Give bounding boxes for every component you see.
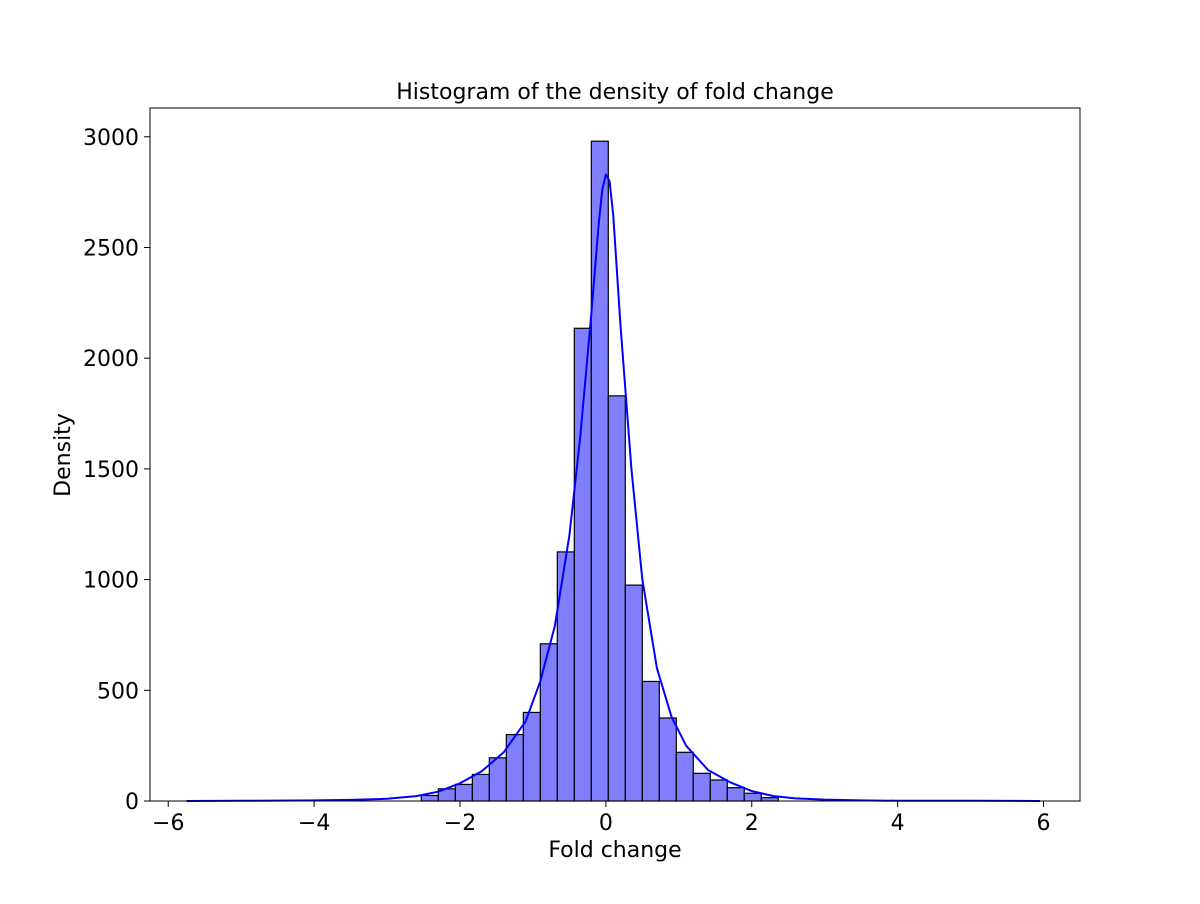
histogram-bar-2	[454, 783, 473, 802]
x-axis: −6 −4 −2 0 2 4 6	[152, 801, 1051, 836]
x-tick-label: 0	[599, 811, 613, 836]
histogram-bar-14	[658, 717, 677, 802]
y-tick-label: 1500	[83, 458, 139, 483]
y-tick-label: 3000	[83, 126, 139, 151]
y-axis: 0 500 1000 1500 2000 2500 3000	[83, 126, 150, 815]
histogram-bar-10	[590, 140, 609, 802]
bars-layer	[420, 140, 779, 802]
histogram-bar-7	[539, 643, 558, 802]
histogram-bar-6	[522, 711, 541, 802]
y-tick-label: 2000	[83, 347, 139, 372]
x-axis-label: Fold change	[548, 838, 681, 863]
histogram-bar-3	[471, 773, 490, 802]
x-tick-label: −6	[152, 811, 184, 836]
x-tick-label: 2	[745, 811, 759, 836]
histogram-bar-19	[743, 792, 762, 802]
y-tick-label: 2500	[83, 236, 139, 261]
histogram-bar-17	[709, 779, 728, 802]
histogram-bar-18	[726, 787, 745, 802]
histogram-bar-13	[641, 680, 660, 802]
histogram-bar-11	[607, 395, 626, 802]
x-tick-label: 4	[891, 811, 905, 836]
y-axis-label: Density	[51, 413, 76, 497]
x-tick-label: −2	[444, 811, 476, 836]
histogram-bar-0	[420, 794, 439, 802]
x-tick-label: 6	[1037, 811, 1051, 836]
kde-layer	[186, 173, 1040, 802]
kde-density-line	[186, 173, 1040, 802]
y-tick-label: 0	[125, 790, 139, 815]
histogram-bar-12	[624, 584, 643, 802]
histogram-bar-16	[692, 772, 711, 802]
histogram-bar-4	[488, 757, 507, 802]
y-tick-label: 500	[97, 679, 139, 704]
histogram-bar-15	[675, 751, 694, 802]
chart-title: Histogram of the density of fold change	[396, 80, 834, 105]
y-tick-label: 1000	[83, 569, 139, 594]
x-tick-label: −4	[298, 811, 330, 836]
plot-frame	[149, 107, 1081, 802]
